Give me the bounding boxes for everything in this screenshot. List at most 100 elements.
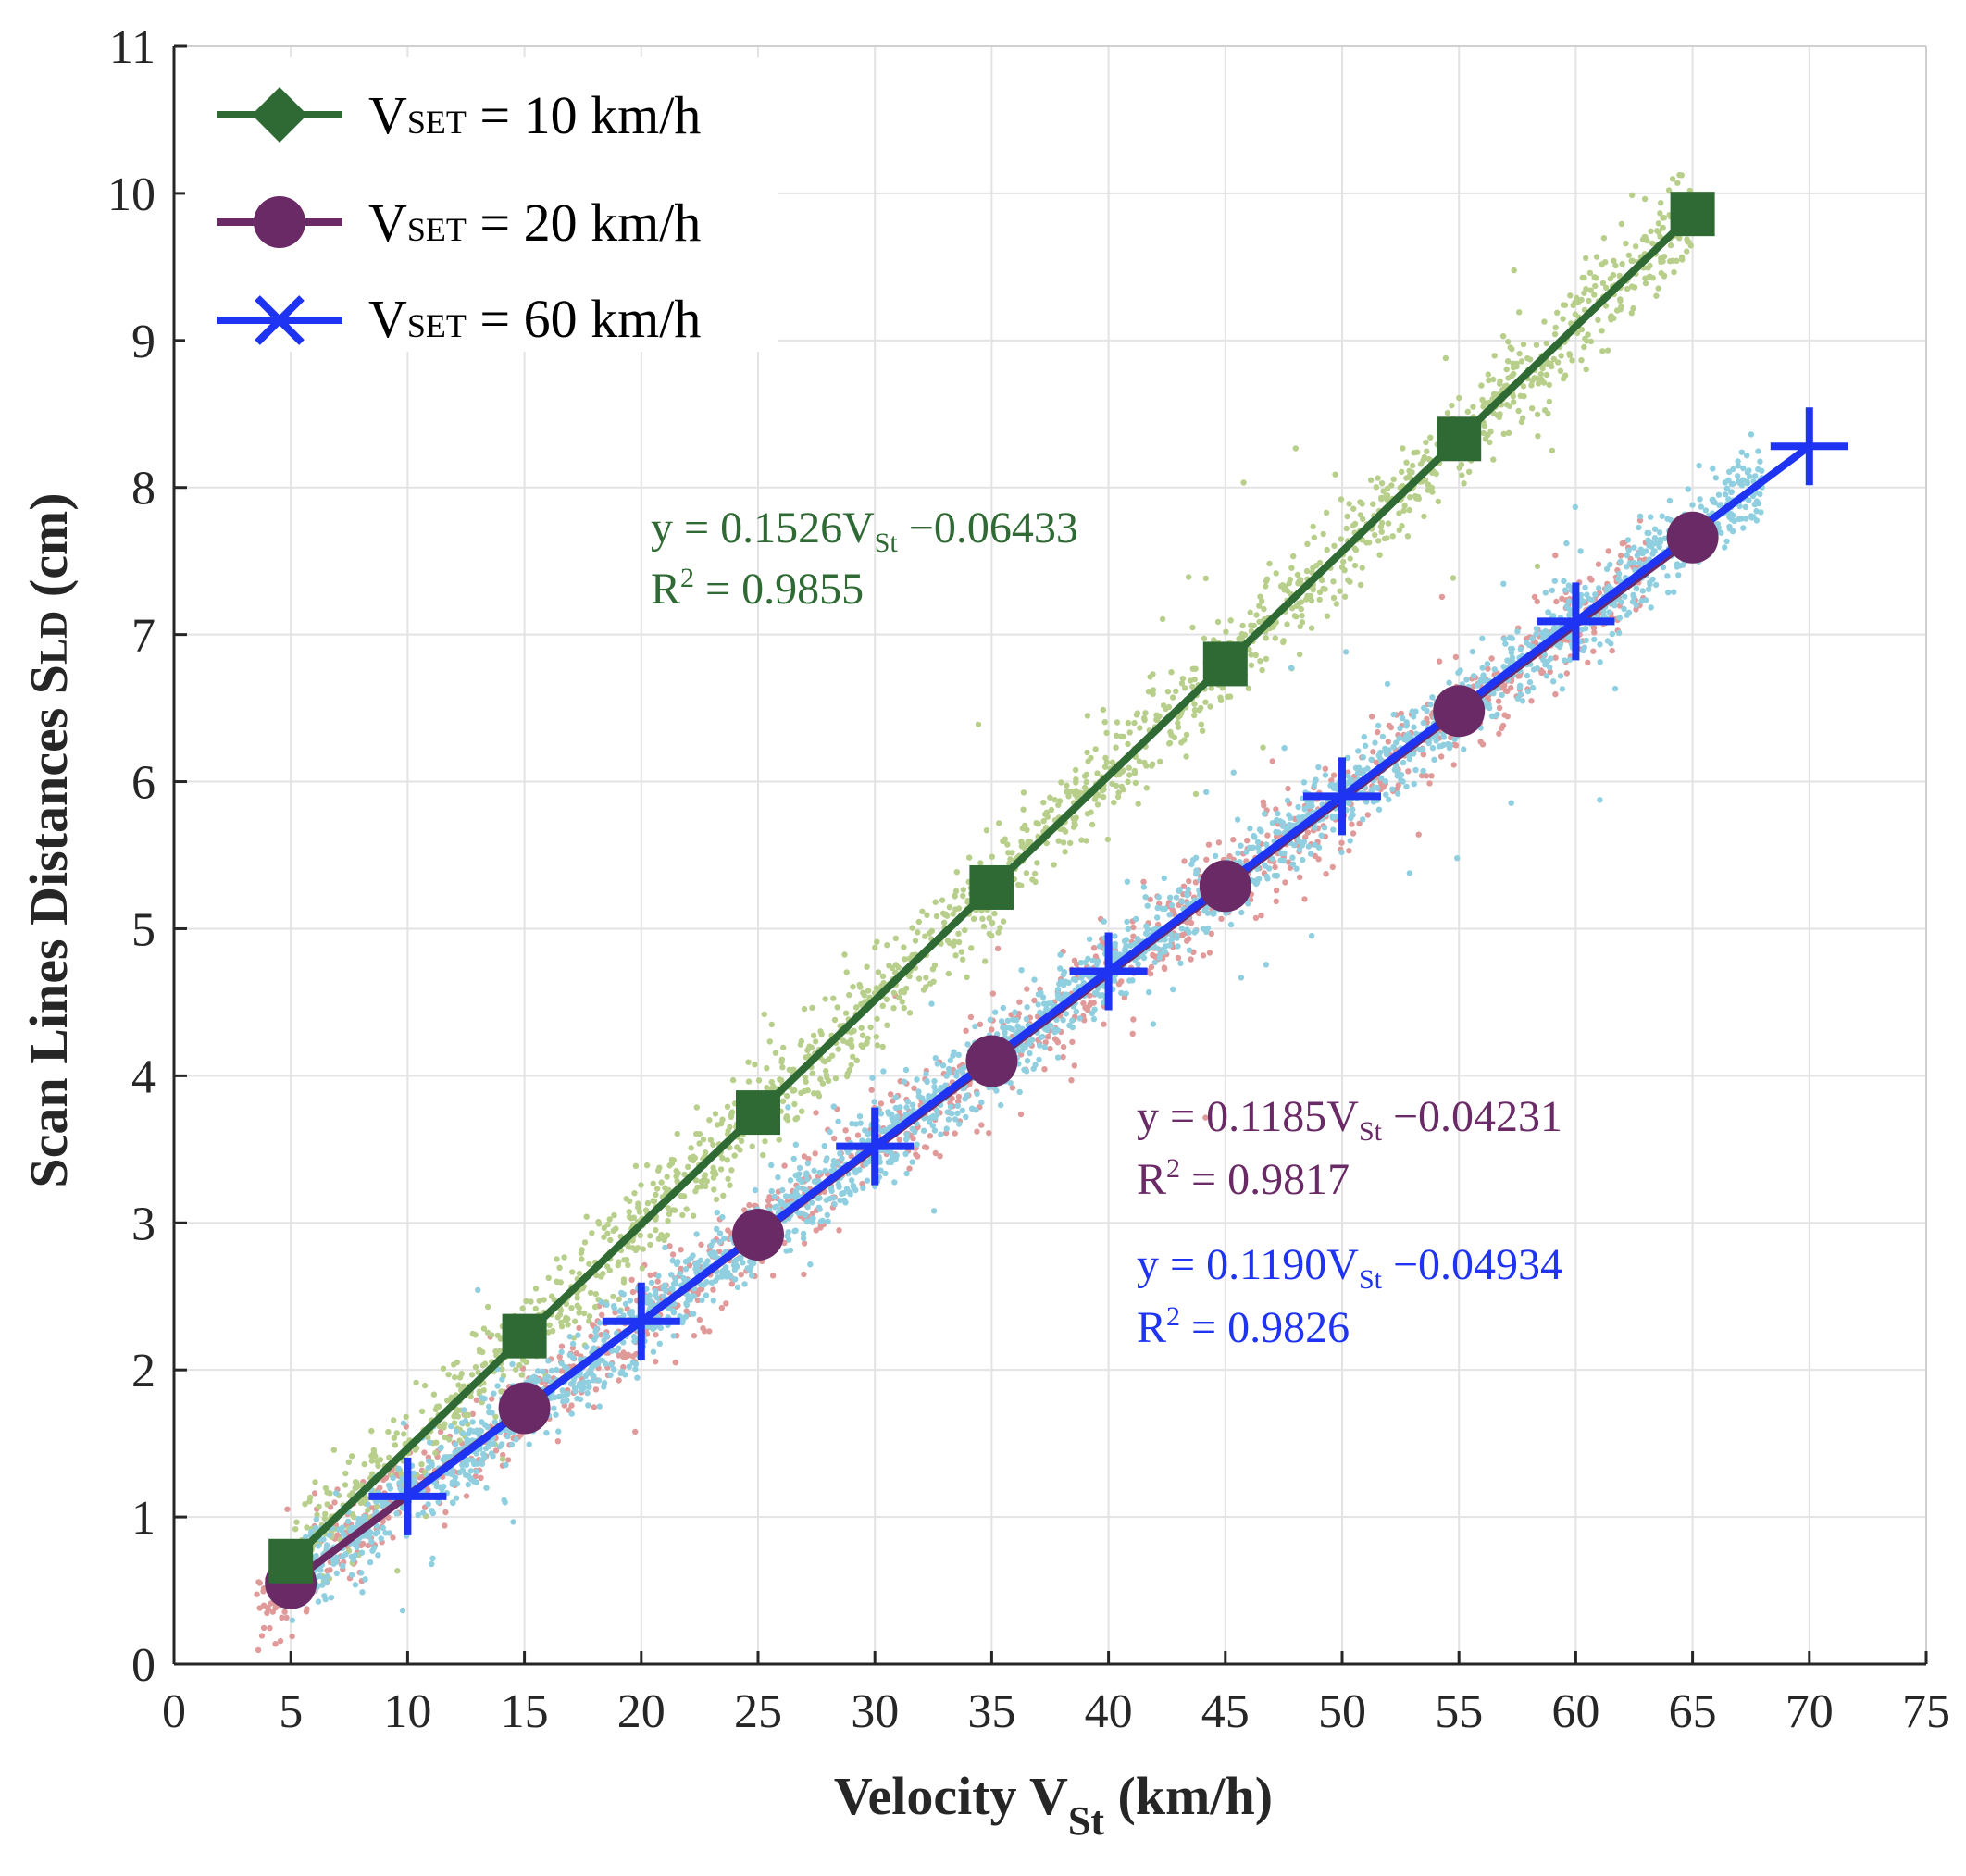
scatter-point xyxy=(853,1004,859,1010)
scatter-point xyxy=(1449,403,1454,408)
scatter-point xyxy=(1121,787,1126,792)
scatter-point xyxy=(1207,950,1213,955)
scatter-point xyxy=(859,1025,865,1030)
scatter-point xyxy=(1137,758,1142,764)
scatter-point xyxy=(1505,339,1511,344)
scatter-point xyxy=(960,957,965,963)
scatter-point xyxy=(1401,503,1407,508)
scatter-point xyxy=(903,1137,909,1142)
scatter-point xyxy=(968,945,974,950)
scatter-point xyxy=(1601,235,1607,241)
scatter-point xyxy=(1569,357,1574,363)
scatter-point xyxy=(732,1152,738,1158)
scatter-point xyxy=(1018,1112,1024,1117)
scatter-point xyxy=(359,1550,365,1556)
scatter-point xyxy=(752,1062,757,1067)
scatter-point xyxy=(401,1431,406,1436)
scatter-point xyxy=(1407,870,1412,876)
scatter-point xyxy=(1055,1054,1061,1060)
scatter-point xyxy=(1453,654,1459,660)
scatter-point xyxy=(324,1501,330,1507)
scatter-point xyxy=(1217,695,1223,701)
scatter-point xyxy=(1626,253,1632,258)
scatter-point xyxy=(1424,449,1429,454)
scatter-point xyxy=(342,1482,348,1487)
scatter-point xyxy=(1049,807,1054,813)
scatter-point xyxy=(1426,780,1432,786)
scatter-point xyxy=(1497,411,1502,416)
scatter-point xyxy=(845,1149,851,1155)
scatter-point xyxy=(1126,772,1132,777)
scatter-point xyxy=(928,1000,934,1006)
scatter-point xyxy=(1041,1066,1047,1072)
scatter-point xyxy=(999,1018,1004,1024)
scatter-point xyxy=(796,1176,802,1182)
scatter-point xyxy=(644,1162,650,1168)
scatter-point xyxy=(816,1170,822,1175)
scatter-point xyxy=(520,1305,526,1311)
scatter-point xyxy=(1745,469,1750,475)
scatter-point xyxy=(1492,353,1498,358)
scatter-point xyxy=(485,1304,491,1310)
scatter-point xyxy=(1584,638,1589,643)
scatter-point xyxy=(1073,822,1078,827)
scatter-point xyxy=(599,1312,604,1318)
scatter-point xyxy=(1547,382,1552,388)
scatter-point xyxy=(916,1093,922,1099)
scatter-point xyxy=(978,1122,984,1127)
scatter-point xyxy=(551,1406,556,1411)
scatter-point xyxy=(803,1079,809,1085)
scatter-point xyxy=(1369,714,1375,719)
scatter-point xyxy=(922,1144,927,1149)
scatter-point xyxy=(385,1429,391,1435)
scatter-point xyxy=(1379,529,1385,535)
scatter-point xyxy=(640,1265,645,1271)
scatter-point xyxy=(627,1209,632,1214)
scatter-point xyxy=(1172,735,1177,740)
scatter-point xyxy=(1295,804,1300,810)
scatter-point xyxy=(1191,702,1197,707)
scatter-point xyxy=(1580,275,1586,280)
scatter-point xyxy=(510,1519,516,1524)
scatter-point xyxy=(940,911,946,916)
scatter-point xyxy=(893,936,899,941)
scatter-point xyxy=(1293,866,1299,872)
scatter-point xyxy=(1018,883,1024,888)
scatter-point xyxy=(893,1105,899,1111)
scatter-point xyxy=(1135,710,1140,715)
scatter-point xyxy=(1263,583,1268,589)
scatter-point xyxy=(933,1150,939,1156)
scatter-point xyxy=(1459,462,1464,467)
scatter-point xyxy=(565,1316,570,1322)
scatter-point xyxy=(1251,623,1257,628)
scatter-point xyxy=(396,1466,402,1472)
scatter-point xyxy=(582,1239,588,1245)
scatter-point xyxy=(962,927,967,933)
scatter-point xyxy=(1261,802,1266,808)
scatter-point xyxy=(734,1144,740,1149)
scatter-point xyxy=(844,969,850,975)
scatter-point xyxy=(1658,259,1663,265)
scatter-point xyxy=(316,1598,321,1604)
scatter-point xyxy=(813,1150,818,1156)
scatter-point xyxy=(653,1291,658,1297)
scatter-point xyxy=(631,1190,637,1196)
scatter-point xyxy=(1528,382,1534,388)
scatter-point xyxy=(976,722,981,727)
scatter-point xyxy=(586,1261,591,1267)
scatter-point xyxy=(718,1166,724,1172)
scatter-point xyxy=(1553,325,1559,330)
scatter-point xyxy=(1710,466,1715,471)
scatter-point xyxy=(442,1509,448,1515)
scatter-point xyxy=(1142,710,1148,715)
scatter-point xyxy=(769,1022,775,1027)
scatter-point xyxy=(907,1010,913,1015)
scatter-point xyxy=(1536,380,1541,386)
scatter-point xyxy=(1024,986,1029,991)
scatter-point xyxy=(1560,316,1565,321)
scatter-point xyxy=(955,931,961,937)
scatter-point xyxy=(728,1112,734,1117)
scatter-point xyxy=(1058,779,1064,785)
scatter-point xyxy=(1581,344,1586,350)
scatter-point xyxy=(1332,472,1338,478)
